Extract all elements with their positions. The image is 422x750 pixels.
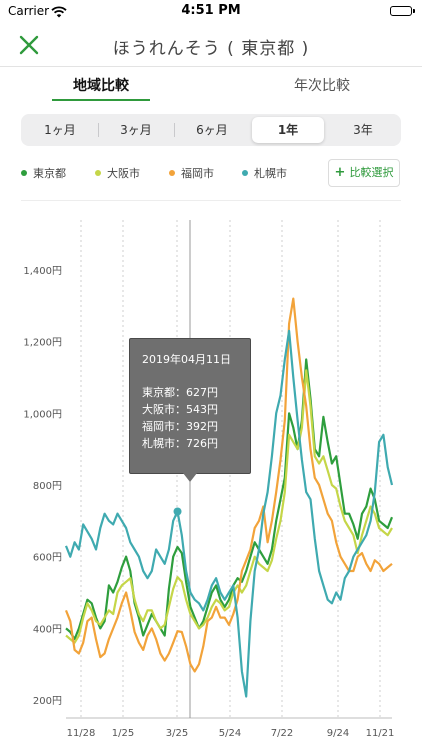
legend-label: 大阪市 [107,167,140,180]
status-bar: Carrier 4:51 PM [0,0,422,24]
close-x-icon [19,35,39,55]
navigation-bar: ほうれんそう ( 東京都 ) [0,24,422,67]
close-button[interactable] [14,30,44,60]
tab-region-comparison[interactable]: 地域比較 [73,78,129,94]
series-line-4 [64,329,394,698]
wifi-icon [51,3,67,22]
y-tick-label: 200円 [33,696,62,707]
period-1-month[interactable]: 1ヶ月 [44,123,76,137]
carrier-label: Carrier [8,4,50,18]
tooltip-pointer [183,473,197,482]
x-tick-label: 1/25 [112,728,134,739]
legend-label: 札幌市 [254,167,287,180]
legend-item-sapporo: 札幌市 [242,165,287,181]
legend-item-tokyo: 東京都 [21,165,66,181]
y-tick-label: 600円 [33,553,62,564]
plus-icon: + [334,165,346,180]
y-tick-label: 800円 [33,481,62,492]
y-tick-label: 1,400円 [23,266,62,277]
selected-tab-indicator [52,99,150,101]
legend-item-fukuoka: 福岡市 [169,165,214,181]
period-1-year[interactable]: 1年 [252,117,324,143]
y-tick-label: 1,200円 [23,338,62,349]
tooltip-row: 福岡市：392円 [142,420,218,433]
series-line-2 [65,369,393,644]
legend-item-osaka: 大阪市 [95,165,140,181]
compare-select-button[interactable]: + 比較選択 [328,159,400,187]
legend-label: 福岡市 [181,167,214,180]
legend-dot [169,170,175,176]
y-tick-label: 1,000円 [23,409,62,420]
divider [21,200,401,201]
x-tick-label: 3/25 [166,728,188,739]
clock-label: 4:51 PM [181,3,241,18]
compare-select-label: 比較選択 [349,166,394,179]
chart-legend: 東京都 大阪市 福岡市 札幌市 + 比較選択 [0,159,422,189]
period-3-years[interactable]: 3年 [353,123,373,137]
x-tick-label: 11/28 [67,728,96,739]
x-tick-label: 7/22 [271,728,293,739]
tooltip-date: 2019年04月11日 [142,353,231,366]
legend-dot [21,170,27,176]
legend-dot [95,170,101,176]
tab-yearly-comparison[interactable]: 年次比較 [294,78,350,94]
legend-dot [242,170,248,176]
tooltip-row: 東京都：627円 [142,386,218,399]
x-tick-label: 9/24 [327,728,349,739]
series-line-1 [65,358,394,641]
price-line-chart[interactable]: 200円 400円 600円 800円 1,000円 1,200円 1,400円 11/28 1… [0,210,422,750]
period-6-months[interactable]: 6ヶ月 [196,123,228,137]
segment-divider [98,123,99,137]
series-line-3 [64,297,393,673]
comparison-tabs: 地域比較 年次比較 [0,66,422,106]
data-tooltip: 2019年04月11日 東京都：627円 大阪市：543円 福岡市：392円 札… [129,338,251,474]
battery-icon [390,6,415,16]
tooltip-row: 札幌市：726円 [142,437,218,450]
legend-label: 東京都 [33,167,66,180]
tooltip-row: 大阪市：543円 [142,403,218,416]
highlight-point [173,507,182,516]
page-title: ほうれんそう ( 東京都 ) [112,39,310,59]
period-selector: 1ヶ月 3ヶ月 6ヶ月 1年 3年 [21,114,401,146]
period-3-months[interactable]: 3ヶ月 [120,123,152,137]
x-tick-label: 5/24 [219,728,241,739]
x-tick-label: 11/21 [366,728,395,739]
y-tick-label: 400円 [33,624,62,635]
segment-divider [174,123,175,137]
